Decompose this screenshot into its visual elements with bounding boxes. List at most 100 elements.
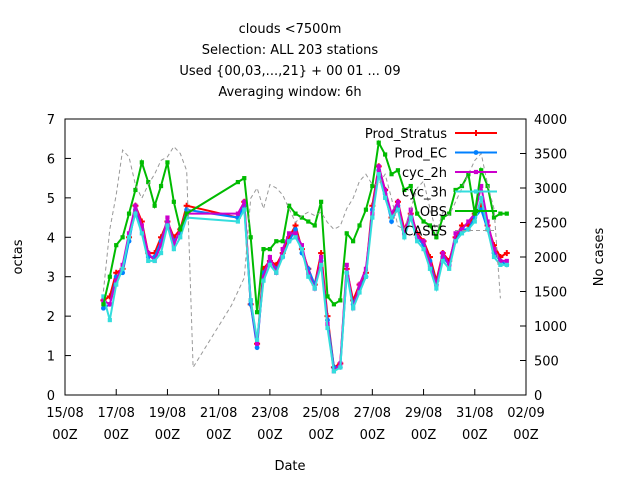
legend-label: Prod_Stratus xyxy=(365,127,447,142)
data-point xyxy=(473,208,479,214)
data-point xyxy=(274,239,279,244)
data-point xyxy=(498,262,503,267)
x-tick-label: 25/08 xyxy=(302,406,339,421)
legend-entry: Prod_Stratus xyxy=(365,127,497,142)
data-point xyxy=(440,250,445,256)
data-point xyxy=(408,215,413,220)
data-point xyxy=(370,215,375,220)
data-point xyxy=(485,219,490,224)
x-tick-label-time: 00Z xyxy=(308,428,334,443)
data-point xyxy=(479,183,484,189)
legend-entry: Prod_EC xyxy=(394,147,497,162)
data-point xyxy=(299,215,305,220)
y-tick-label: 1 xyxy=(47,350,55,365)
y-tick-label: 5 xyxy=(47,192,55,207)
data-point xyxy=(280,254,285,260)
data-point xyxy=(325,325,330,331)
data-point xyxy=(319,262,324,267)
data-point xyxy=(453,187,458,193)
data-point xyxy=(395,207,401,212)
data-point xyxy=(293,235,298,240)
data-point xyxy=(184,211,189,216)
data-point xyxy=(235,219,240,224)
legend-label: cyc_3h xyxy=(402,186,447,201)
data-point xyxy=(280,247,285,252)
data-point xyxy=(498,211,503,216)
y2-tick-label: 3500 xyxy=(534,148,567,163)
title-line-2: Selection: ALL 203 stations xyxy=(202,43,379,58)
data-point xyxy=(286,239,292,244)
title-line-1: clouds <7500m xyxy=(239,22,342,37)
data-point xyxy=(101,302,106,307)
data-point xyxy=(383,195,388,200)
data-point xyxy=(331,369,337,374)
data-point xyxy=(261,274,266,279)
x-tick-label-time: 00Z xyxy=(462,428,488,443)
y2-tick-label: 500 xyxy=(534,355,559,370)
x-tick-label-time: 00Z xyxy=(513,428,539,443)
data-point xyxy=(107,302,112,307)
data-point xyxy=(473,189,479,194)
data-point xyxy=(171,199,176,204)
data-point xyxy=(286,231,292,236)
data-point xyxy=(376,172,381,177)
data-point xyxy=(421,219,426,224)
x-tick-label: 29/08 xyxy=(405,406,442,421)
data-point xyxy=(402,235,407,240)
data-point xyxy=(146,179,151,185)
data-point xyxy=(114,243,119,248)
y2-tick-label: 0 xyxy=(534,389,542,404)
data-point xyxy=(312,223,317,228)
data-point xyxy=(485,227,490,232)
x-tick-label-time: 00Z xyxy=(155,428,181,443)
data-point xyxy=(120,235,125,240)
title-line-4: Averaging window: 6h xyxy=(218,85,361,100)
data-point xyxy=(504,262,509,267)
data-point xyxy=(133,211,138,216)
data-point xyxy=(389,211,394,216)
legend-label: cyc_2h xyxy=(402,166,447,181)
data-point xyxy=(126,211,132,216)
data-point xyxy=(114,282,119,287)
data-point xyxy=(254,345,260,351)
chart-title: clouds <7500m Selection: ALL 203 station… xyxy=(179,22,400,100)
data-point xyxy=(453,231,458,236)
y2-tick-label: 1500 xyxy=(534,286,567,301)
data-point xyxy=(491,247,497,252)
series-cyc-3h xyxy=(101,172,509,374)
y-tick-label: 4 xyxy=(47,231,55,246)
x-tick-label: 23/08 xyxy=(251,406,288,421)
data-point xyxy=(408,183,413,189)
data-point xyxy=(165,223,170,228)
series-obs xyxy=(101,139,509,315)
data-point xyxy=(383,187,388,193)
data-point xyxy=(242,199,247,204)
data-point xyxy=(165,160,170,165)
data-point xyxy=(133,187,138,193)
legend-label: CASES xyxy=(404,225,447,240)
data-point xyxy=(344,270,349,275)
data-point xyxy=(357,290,362,295)
data-point xyxy=(139,160,144,165)
data-point xyxy=(344,262,349,267)
data-point xyxy=(440,258,445,264)
x-tick-label-time: 00Z xyxy=(360,428,386,443)
x-tick-label-time: 00Z xyxy=(52,428,78,443)
data-point xyxy=(415,211,420,216)
data-point xyxy=(473,169,479,175)
data-point xyxy=(370,183,375,189)
data-point xyxy=(466,219,471,224)
y2-axis-label: No cases xyxy=(592,228,607,287)
data-point xyxy=(267,262,272,267)
data-point xyxy=(235,179,240,185)
series-cases xyxy=(102,145,501,370)
data-point xyxy=(274,270,279,275)
data-point xyxy=(107,317,112,323)
data-point xyxy=(101,294,106,299)
data-point xyxy=(479,195,484,200)
data-point xyxy=(357,282,362,287)
legend-entry: cyc_3h xyxy=(402,186,497,201)
data-point xyxy=(466,172,471,177)
title-line-3: Used {00,03,...,21} + 00 01 ... 09 xyxy=(179,64,400,79)
data-point xyxy=(389,172,394,177)
